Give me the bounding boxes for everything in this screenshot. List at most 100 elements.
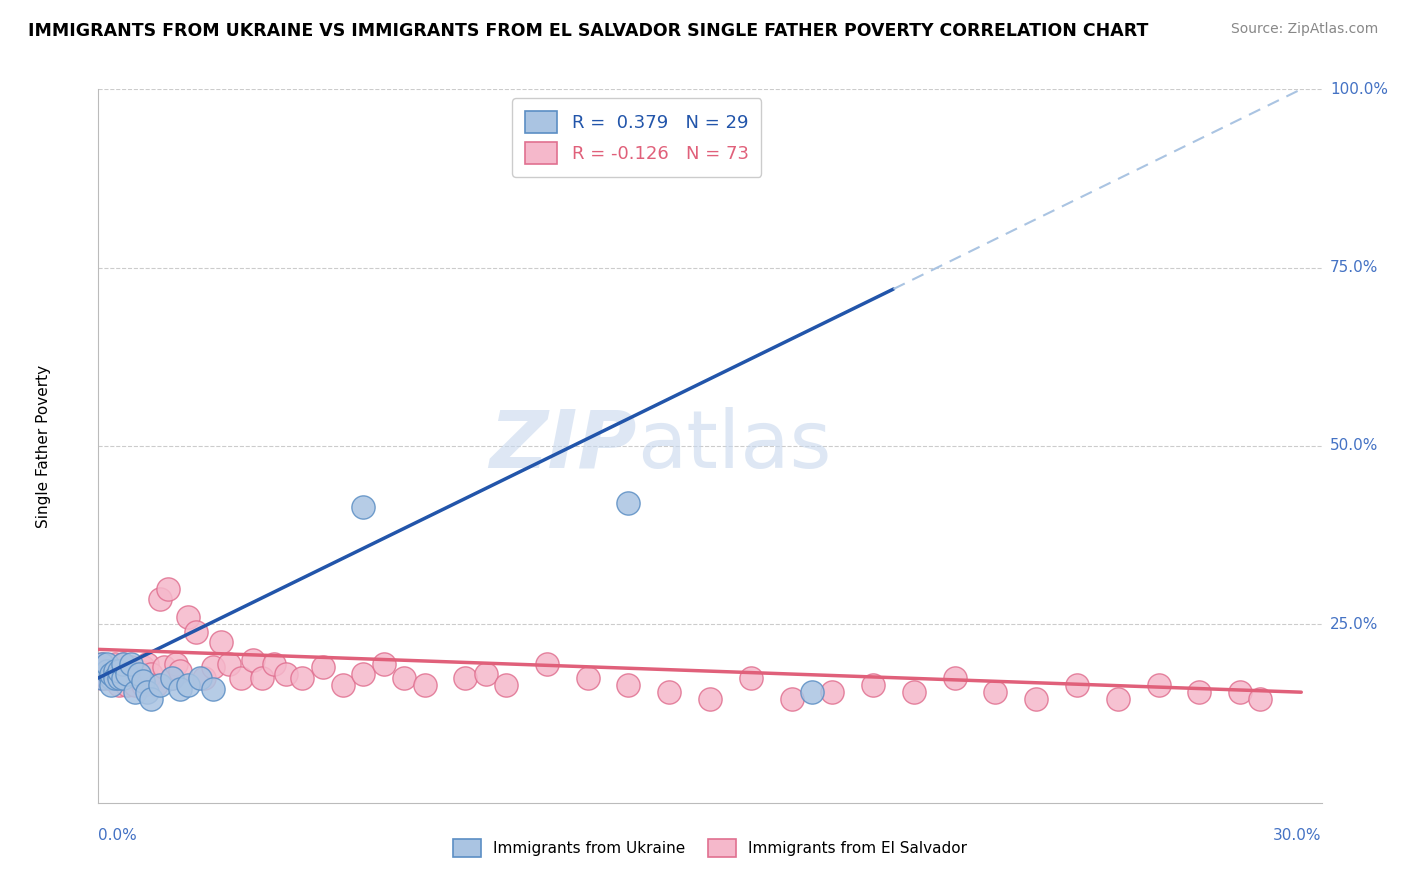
Point: [156, 582, 179, 596]
Point: [136, 685, 159, 699]
Text: ZIP: ZIP: [489, 407, 637, 485]
Point: [104, 671, 127, 685]
Point: [160, 671, 183, 685]
Point: [943, 671, 966, 685]
Point: [201, 681, 224, 696]
Text: Single Father Poverty: Single Father Poverty: [37, 365, 51, 527]
Point: [115, 667, 138, 681]
Point: [699, 692, 721, 706]
Point: [1147, 678, 1170, 692]
Point: [821, 685, 844, 699]
Point: [1107, 692, 1129, 706]
Text: 50.0%: 50.0%: [1330, 439, 1378, 453]
Point: [352, 500, 374, 514]
Point: [576, 671, 599, 685]
Text: atlas: atlas: [637, 407, 831, 485]
Point: [104, 664, 127, 678]
Point: [658, 685, 681, 699]
Point: [186, 624, 208, 639]
Point: [1229, 685, 1251, 699]
Text: Source: ZipAtlas.com: Source: ZipAtlas.com: [1230, 22, 1378, 37]
Point: [177, 610, 200, 624]
Point: [454, 671, 477, 685]
Point: [96, 657, 118, 671]
Text: 75.0%: 75.0%: [1330, 260, 1378, 275]
Point: [801, 685, 824, 699]
Point: [111, 657, 134, 671]
Point: [141, 667, 163, 681]
Point: [218, 657, 240, 671]
Point: [108, 671, 131, 685]
Point: [392, 671, 416, 685]
Point: [193, 671, 215, 685]
Point: [100, 671, 122, 685]
Point: [91, 657, 114, 671]
Point: [263, 657, 285, 671]
Point: [373, 657, 395, 671]
Point: [104, 657, 127, 671]
Point: [474, 667, 498, 681]
Point: [128, 664, 150, 678]
Point: [984, 685, 1007, 699]
Point: [132, 678, 155, 692]
Point: [291, 671, 314, 685]
Point: [332, 678, 354, 692]
Point: [152, 660, 174, 674]
Point: [250, 671, 273, 685]
Point: [1025, 692, 1047, 706]
Point: [145, 678, 167, 692]
Point: [91, 657, 114, 671]
Point: [108, 678, 131, 692]
Point: [124, 667, 146, 681]
Point: [115, 667, 138, 681]
Point: [149, 592, 172, 607]
Legend: Immigrants from Ukraine, Immigrants from El Salvador: Immigrants from Ukraine, Immigrants from…: [444, 830, 976, 866]
Point: [111, 671, 134, 685]
Point: [96, 664, 118, 678]
Point: [169, 664, 191, 678]
Text: 25.0%: 25.0%: [1330, 617, 1378, 632]
Point: [104, 671, 127, 685]
Point: [617, 496, 640, 510]
Point: [740, 671, 762, 685]
Point: [165, 657, 187, 671]
Point: [124, 685, 146, 699]
Point: [111, 657, 134, 671]
Point: [100, 678, 122, 692]
Point: [108, 667, 131, 681]
Point: [108, 664, 131, 678]
Point: [495, 678, 517, 692]
Point: [120, 657, 142, 671]
Point: [862, 678, 884, 692]
Text: 30.0%: 30.0%: [1274, 828, 1322, 843]
Text: IMMIGRANTS FROM UKRAINE VS IMMIGRANTS FROM EL SALVADOR SINGLE FATHER POVERTY COR: IMMIGRANTS FROM UKRAINE VS IMMIGRANTS FR…: [28, 22, 1149, 40]
Point: [91, 671, 114, 685]
Point: [177, 678, 200, 692]
Point: [1249, 692, 1271, 706]
Point: [124, 678, 146, 692]
Point: [120, 660, 142, 674]
Point: [413, 678, 436, 692]
Point: [100, 660, 122, 674]
Point: [149, 678, 172, 692]
Point: [136, 671, 159, 685]
Point: [536, 657, 558, 671]
Point: [132, 660, 155, 674]
Point: [96, 664, 118, 678]
Point: [312, 660, 335, 674]
Point: [169, 681, 191, 696]
Point: [120, 671, 142, 685]
Point: [115, 678, 138, 692]
Point: [1188, 685, 1211, 699]
Point: [1066, 678, 1088, 692]
Point: [231, 671, 253, 685]
Point: [188, 671, 212, 685]
Point: [242, 653, 264, 667]
Point: [136, 657, 159, 671]
Point: [128, 671, 150, 685]
Text: 100.0%: 100.0%: [1330, 82, 1388, 96]
Point: [100, 667, 122, 681]
Point: [91, 671, 114, 685]
Point: [108, 664, 131, 678]
Point: [352, 667, 374, 681]
